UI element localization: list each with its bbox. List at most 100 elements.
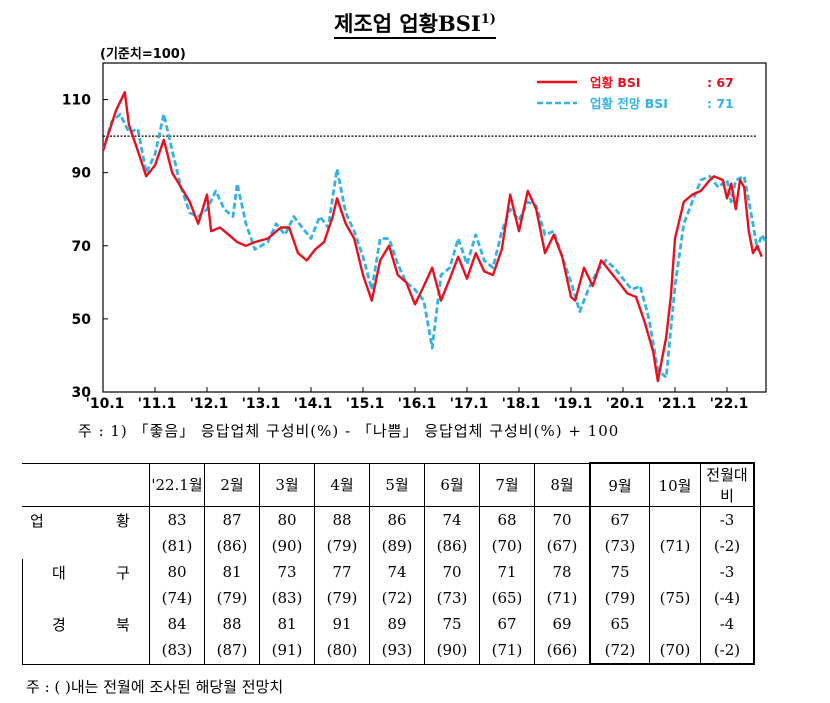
row-label-char: 북 bbox=[116, 615, 130, 634]
row-label-char: 황 bbox=[116, 511, 130, 530]
table-value-cell: 86 bbox=[369, 506, 425, 533]
legend-value: : 67 bbox=[707, 75, 734, 90]
table-value-cell bbox=[649, 506, 701, 533]
table-forecast-cell: (91) bbox=[259, 637, 315, 665]
table-forecast-cell: (-2) bbox=[700, 637, 755, 665]
table-row: (81) (86) (90) (79) (89) (86) (70) (67) (73) (71)… bbox=[22, 533, 755, 559]
table-value-cell: 78 bbox=[534, 559, 590, 585]
table-value-cell: 75 bbox=[424, 611, 480, 637]
table-forecast-cell: (90) bbox=[424, 637, 480, 665]
table-header-cell: 10월 bbox=[649, 462, 701, 507]
x-tick-label: '15.1 bbox=[346, 396, 385, 412]
table-forecast-cell: (86) bbox=[424, 533, 480, 559]
table-header-row: '22.1월 2월 3월 4월 5월 6월 7월 8월 9월 10월 전월대비 bbox=[22, 462, 755, 507]
x-tick-label: '11.1 bbox=[138, 396, 177, 412]
table-value-cell: 70 bbox=[424, 559, 480, 585]
table-value-cell: 87 bbox=[204, 506, 260, 533]
table-value-cell: 74 bbox=[424, 506, 480, 533]
x-tick-label: '12.1 bbox=[190, 396, 229, 412]
chart-footnote: 주 : 1) 「좋음」 응답업체 구성비(%) - 「나쁨」 응답업체 구성비(… bbox=[78, 422, 620, 440]
table-value-cell: 80 bbox=[149, 559, 205, 585]
table-forecast-cell: (79) bbox=[204, 585, 260, 611]
table-forecast-cell: (71) bbox=[534, 585, 590, 611]
x-tick-label: '20.1 bbox=[606, 396, 645, 412]
table-value-cell: 77 bbox=[314, 559, 370, 585]
table-forecast-cell: (80) bbox=[314, 637, 370, 665]
table-value-cell: 67 bbox=[479, 611, 535, 637]
row-label bbox=[22, 585, 150, 611]
table-value-cell: 75 bbox=[589, 559, 650, 585]
row-label-char: 경 bbox=[52, 615, 66, 634]
table-forecast-cell: (66) bbox=[534, 637, 590, 665]
table-forecast-cell: (65) bbox=[479, 585, 535, 611]
table-value-cell: 70 bbox=[534, 506, 590, 533]
y-tick-label: 90 bbox=[72, 166, 92, 182]
table-forecast-cell: (-2) bbox=[700, 533, 755, 559]
chart-title: 제조업 업황BSI1) bbox=[0, 8, 830, 39]
series-line-bsi bbox=[101, 91, 763, 383]
table-value-cell: 81 bbox=[259, 611, 315, 637]
y-tick-label: 30 bbox=[72, 385, 92, 401]
x-tick-label: '13.1 bbox=[242, 396, 281, 412]
table-header-cell: 6월 bbox=[424, 462, 480, 507]
table-value-cell: 88 bbox=[314, 506, 370, 533]
table-value-cell: 81 bbox=[204, 559, 260, 585]
plot-frame bbox=[102, 62, 767, 393]
table-value-cell bbox=[649, 611, 701, 637]
table-forecast-cell: (-4) bbox=[700, 585, 755, 611]
table-forecast-cell: (79) bbox=[589, 585, 650, 611]
table-value-cell: 89 bbox=[369, 611, 425, 637]
row-label-char: 구 bbox=[116, 563, 130, 582]
table-value-cell: 65 bbox=[589, 611, 650, 637]
x-tick-label: '22.1 bbox=[710, 396, 749, 412]
table-value-cell: -4 bbox=[700, 611, 755, 637]
table-value-cell bbox=[649, 559, 701, 585]
x-tick-label: '10.1 bbox=[86, 396, 125, 412]
table-header-corner bbox=[22, 462, 150, 507]
table-forecast-cell: (83) bbox=[259, 585, 315, 611]
table-value-cell: 68 bbox=[479, 506, 535, 533]
table-forecast-cell: (90) bbox=[259, 533, 315, 559]
table-footnote: 주 : ( )내는 전월에 조사된 해당월 전망치 bbox=[26, 678, 284, 696]
table-value-cell: 80 bbox=[259, 506, 315, 533]
legend-label: 업황 BSI bbox=[590, 75, 641, 90]
table-forecast-cell: (74) bbox=[149, 585, 205, 611]
table-forecast-cell: (70) bbox=[479, 533, 535, 559]
table-header-cell: '22.1월 bbox=[149, 462, 205, 507]
table-header-cell: 5월 bbox=[369, 462, 425, 507]
table-value-cell: 69 bbox=[534, 611, 590, 637]
table-forecast-cell: (87) bbox=[204, 637, 260, 665]
table-header-cell: 9월 bbox=[589, 462, 650, 507]
table-forecast-cell: (75) bbox=[649, 585, 701, 611]
table-value-cell: 67 bbox=[589, 506, 650, 533]
table-header-cell: 8월 bbox=[534, 462, 590, 507]
table-forecast-cell: (89) bbox=[369, 533, 425, 559]
table-value-cell: 83 bbox=[149, 506, 205, 533]
table-row: 경 북 84 88 81 91 89 75 67 69 65 -4 bbox=[22, 611, 755, 637]
table-header-cell: 2월 bbox=[204, 462, 260, 507]
x-tick-label: '17.1 bbox=[450, 396, 489, 412]
x-tick-label: '21.1 bbox=[658, 396, 697, 412]
table-forecast-cell: (72) bbox=[589, 637, 650, 665]
table-row: 업 황 83 87 80 88 86 74 68 70 67 -3 bbox=[22, 506, 755, 533]
row-label bbox=[22, 637, 150, 665]
line-chart: 30 50 70 90 110 '10.1 '11.1 '12.1 '13.1 '14.1 '15.… bbox=[62, 62, 768, 412]
table-value-cell: 74 bbox=[369, 559, 425, 585]
row-label-char: 대 bbox=[52, 563, 66, 582]
y-tick-label: 70 bbox=[72, 239, 92, 255]
x-tick-label: '18.1 bbox=[502, 396, 541, 412]
table-row: (74) (79) (83) (79) (72) (73) (65) (71) (79) (75)… bbox=[22, 585, 755, 611]
row-label-char: 업 bbox=[30, 511, 44, 530]
table-row: 대 구 80 81 73 77 74 70 71 78 75 -3 bbox=[22, 559, 755, 585]
table-value-cell: -3 bbox=[700, 506, 755, 533]
table-forecast-cell: (71) bbox=[479, 637, 535, 665]
x-tick-label: '16.1 bbox=[398, 396, 437, 412]
table-value-cell: 91 bbox=[314, 611, 370, 637]
table-forecast-cell: (67) bbox=[534, 533, 590, 559]
table-forecast-cell: (93) bbox=[369, 637, 425, 665]
row-label bbox=[22, 533, 150, 559]
table-header-cell: 4월 bbox=[314, 462, 370, 507]
table-value-cell: -3 bbox=[700, 559, 755, 585]
